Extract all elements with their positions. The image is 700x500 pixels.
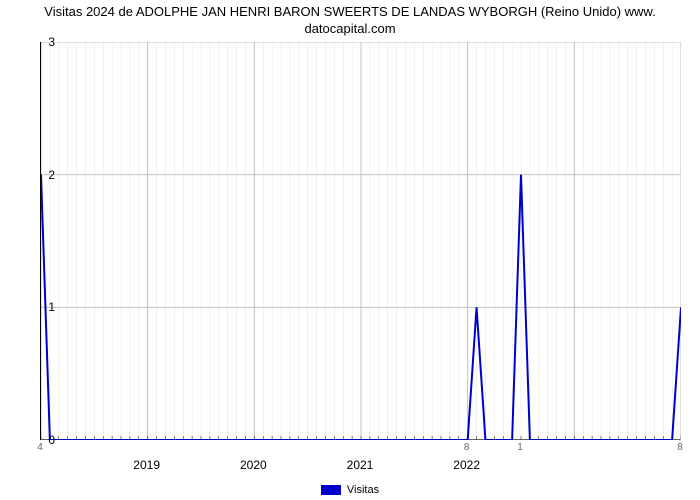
legend-swatch xyxy=(321,485,341,495)
legend: Visitas xyxy=(0,484,700,496)
x-year-label: 2022 xyxy=(453,458,480,472)
y-tick-label: 2 xyxy=(15,168,55,182)
y-tick-label: 0 xyxy=(15,433,55,447)
chart-svg xyxy=(41,42,681,440)
y-tick-label: 3 xyxy=(15,35,55,49)
data-point-label: 8 xyxy=(677,442,683,453)
x-year-label: 2021 xyxy=(347,458,374,472)
chart-title-line2: datocapital.com xyxy=(304,21,395,36)
data-point-label: 1 xyxy=(517,442,523,453)
y-tick-label: 1 xyxy=(15,300,55,314)
plot-area xyxy=(40,42,680,440)
x-year-label: 2019 xyxy=(133,458,160,472)
chart-title-line1: Visitas 2024 de ADOLPHE JAN HENRI BARON … xyxy=(44,4,655,19)
x-year-label: 2020 xyxy=(240,458,267,472)
data-point-label: 4 xyxy=(37,442,43,453)
chart-title: Visitas 2024 de ADOLPHE JAN HENRI BARON … xyxy=(0,4,700,38)
data-point-label: 8 xyxy=(464,442,470,453)
legend-label: Visitas xyxy=(347,484,379,496)
chart-container: Visitas 2024 de ADOLPHE JAN HENRI BARON … xyxy=(0,0,700,500)
